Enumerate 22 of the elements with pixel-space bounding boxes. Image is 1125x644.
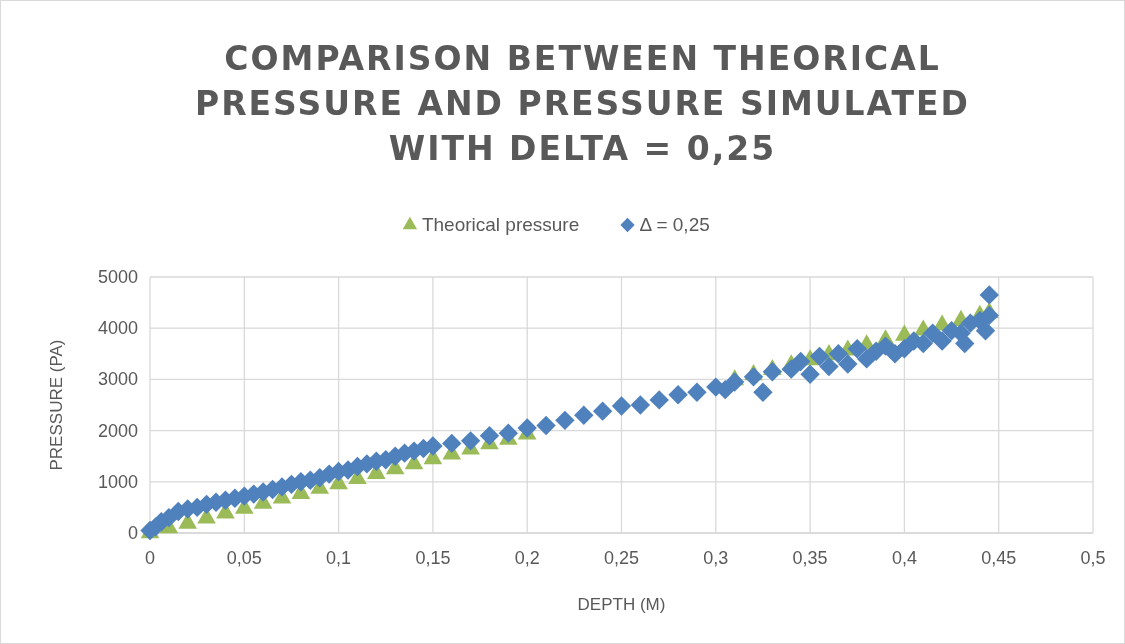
y-tick-label: 5000 xyxy=(97,267,138,287)
y-tick-label: 4000 xyxy=(97,318,138,339)
chart-title: COMPARISON BETWEEN THEORICAL PRESSURE AND PRESSURE SIMULATED WITH DELTA = 0,25 xyxy=(194,39,971,168)
x-tick-label: 0,25 xyxy=(603,548,640,568)
x-axis-title: DEPTH (M) xyxy=(577,595,666,614)
y-tick-label: 0 xyxy=(127,523,138,543)
x-tick-label: 0,05 xyxy=(226,548,262,568)
y-tick-label: 3000 xyxy=(97,369,138,390)
x-tick-label: 0 xyxy=(144,548,156,568)
x-tick-label: 0,4 xyxy=(891,548,917,568)
x-tick-label: 0,3 xyxy=(703,548,729,568)
x-tick-label: 0,5 xyxy=(1080,548,1106,568)
x-tick-label: 0,1 xyxy=(326,548,352,568)
y-axis-title: PRESSURE (PA) xyxy=(47,339,66,471)
x-tick-label: 0,35 xyxy=(792,548,828,568)
legend-label: Theorical pressure xyxy=(421,214,580,235)
x-tick-label: 0,2 xyxy=(514,548,540,568)
y-tick-label: 2000 xyxy=(97,420,138,441)
x-tick-label: 0,45 xyxy=(981,548,1017,568)
legend-label: Δ = 0,25 xyxy=(639,214,710,235)
x-tick-label: 0,15 xyxy=(415,548,451,568)
y-tick-label: 1000 xyxy=(97,471,138,492)
